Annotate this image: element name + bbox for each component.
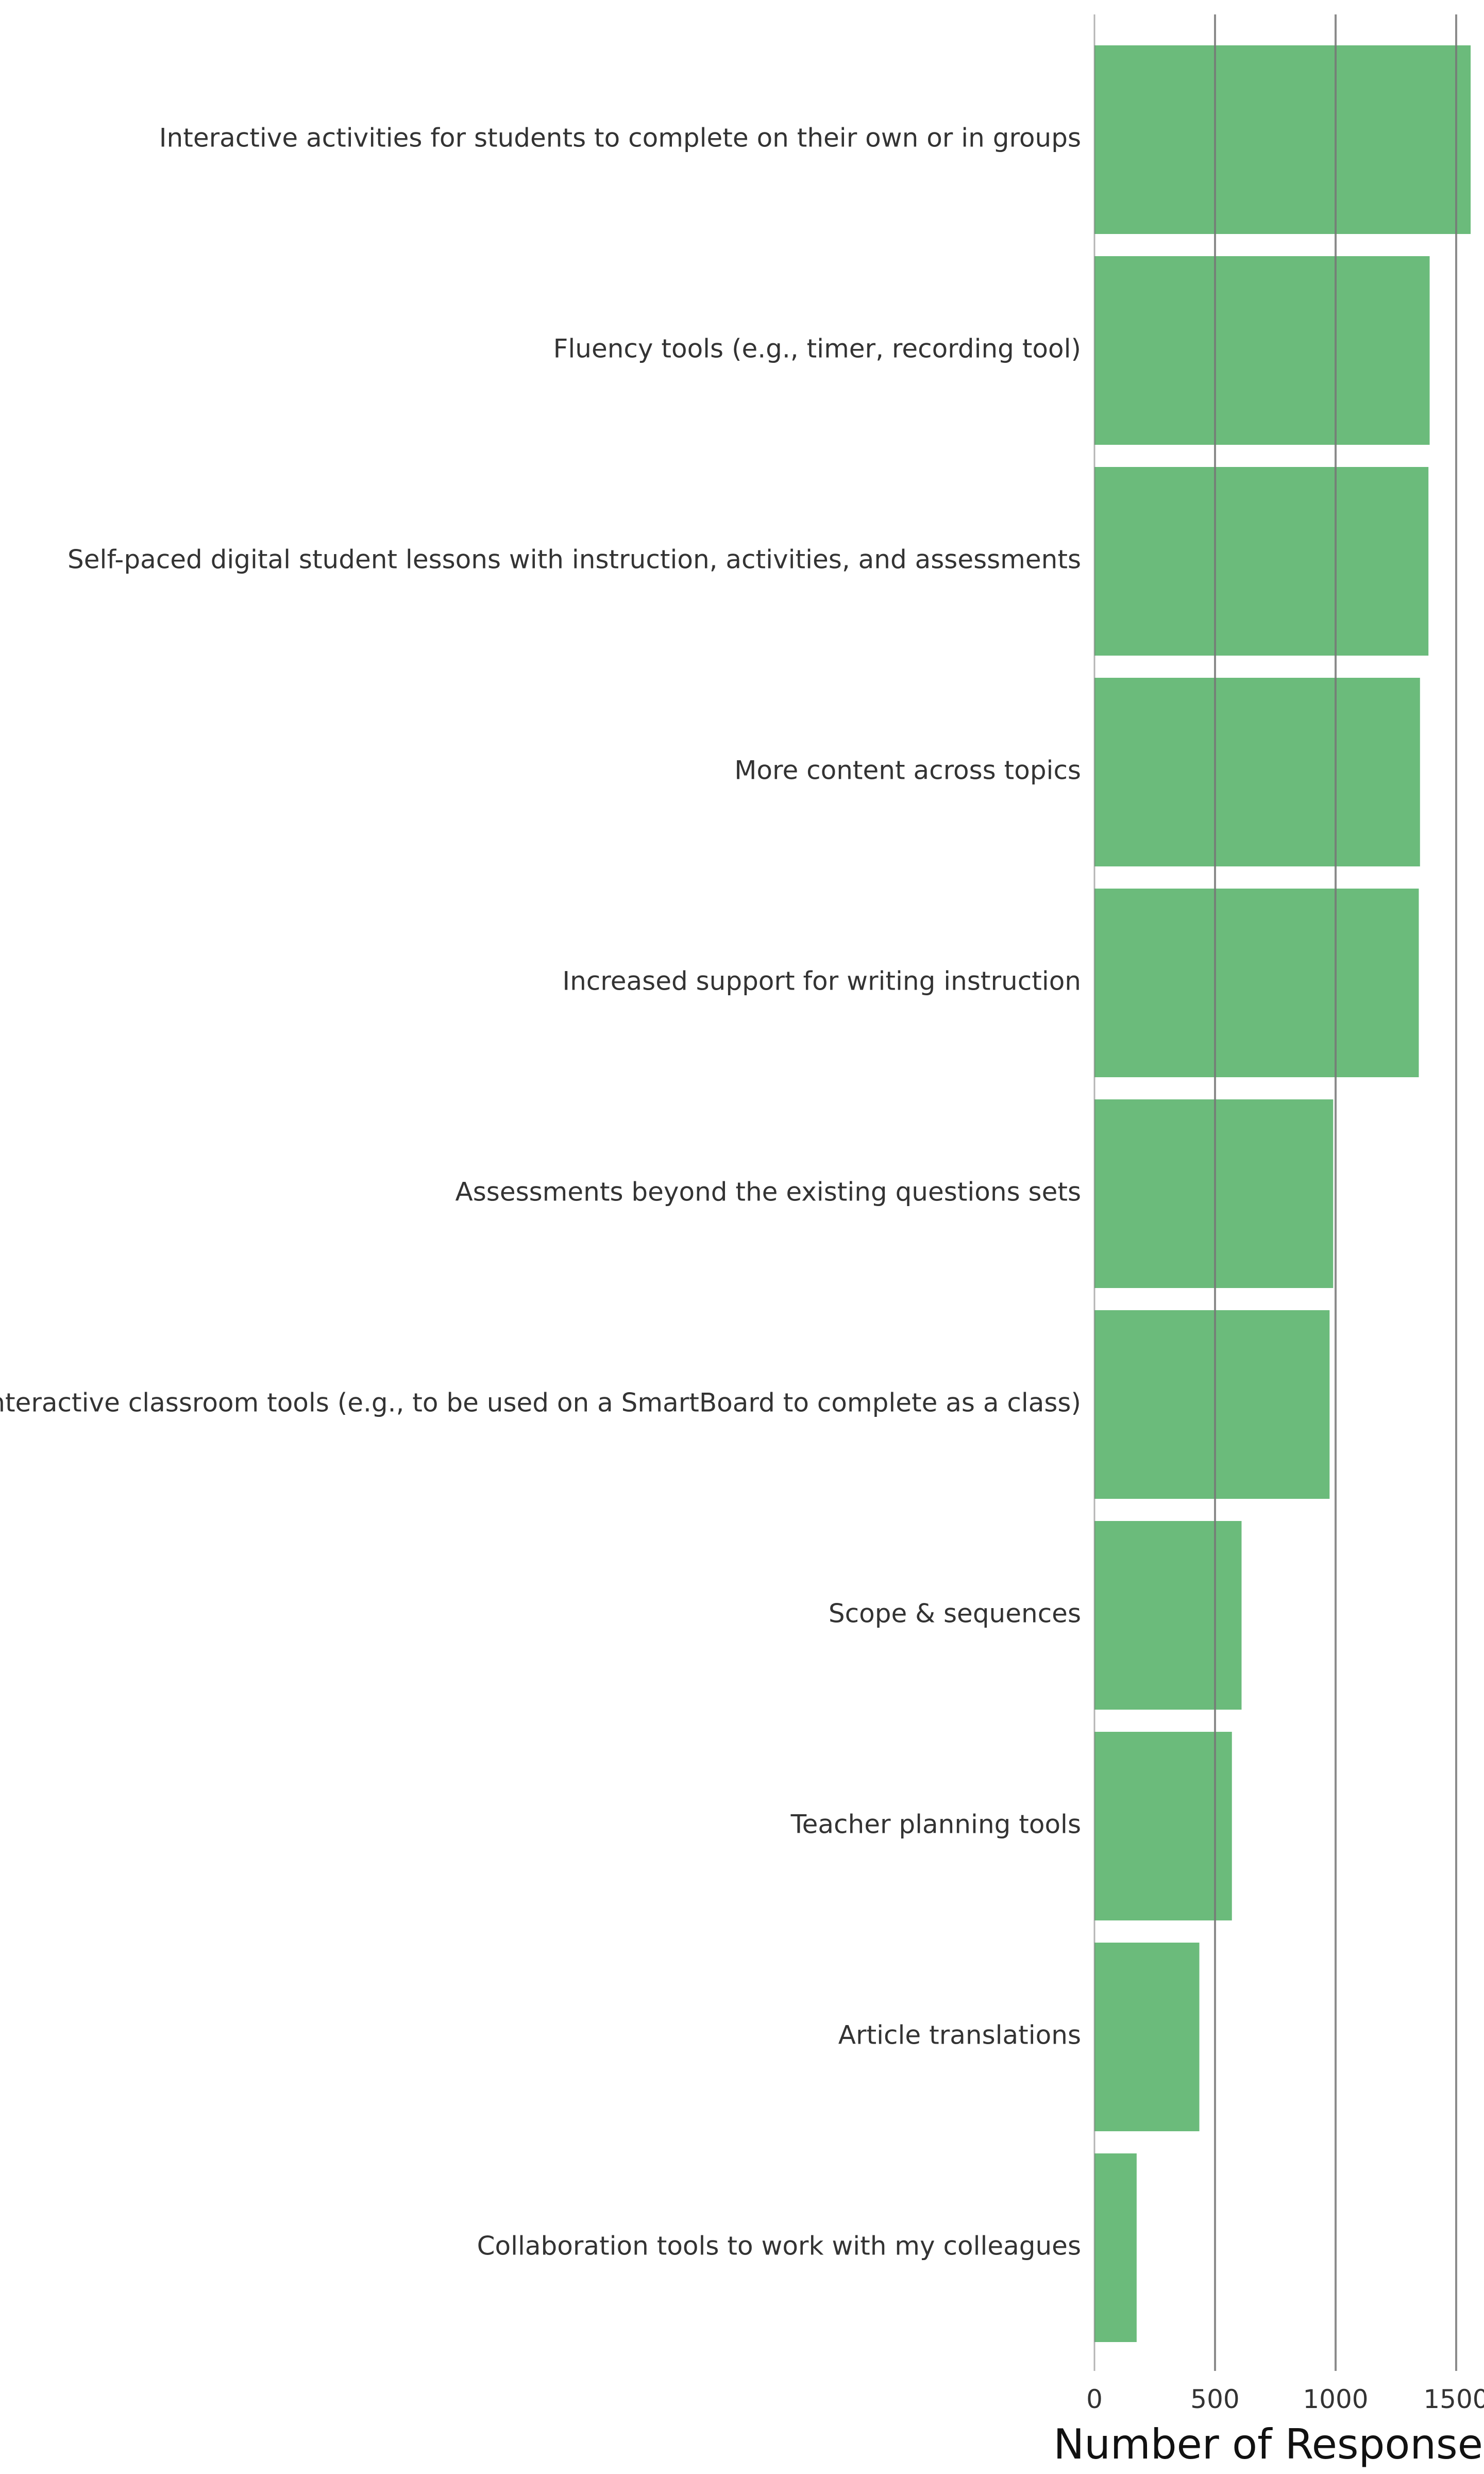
category-label-9: Teacher planning tools [790, 1810, 1081, 1840]
category-label-1: Interactive activities for students to c… [159, 123, 1081, 153]
x-axis-title: Number of Responses [1053, 2420, 1484, 2468]
category-label-11: Collaboration tools to work with my coll… [477, 2231, 1081, 2261]
bar-1 [1094, 45, 1471, 234]
bar-8 [1094, 1521, 1242, 1710]
bar-11 [1094, 2153, 1137, 2342]
bar-3 [1094, 467, 1429, 656]
x-tick-label-0: 0 [1086, 2384, 1103, 2414]
bar-6 [1094, 1099, 1334, 1288]
bars-layer [1094, 45, 1471, 2342]
category-label-7: Interactive classroom tools (e.g., to be… [0, 1388, 1081, 1418]
category-label-4: More content across topics [734, 756, 1081, 785]
x-tick-label-1000: 1000 [1303, 2384, 1368, 2414]
bar-5 [1094, 889, 1419, 1077]
category-label-5: Increased support for writing instructio… [562, 966, 1081, 996]
category-label-6: Assessments beyond the existing question… [456, 1177, 1081, 1207]
category-label-3: Self-paced digital student lessons with … [68, 545, 1081, 575]
category-label-2: Fluency tools (e.g., timer, recording to… [553, 334, 1081, 364]
x-tick-label-1500: 1500 [1423, 2384, 1484, 2414]
bar-10 [1094, 1943, 1200, 2131]
x-tick-labels-layer: 0 500 1000 1500 [1086, 2384, 1484, 2414]
category-labels-layer: Interactive activities for students to c… [0, 123, 1081, 2261]
x-tick-label-500: 500 [1190, 2384, 1239, 2414]
bar-2 [1094, 256, 1430, 445]
gridlines-layer [1093, 14, 1457, 2371]
bar-4 [1094, 678, 1420, 866]
category-label-10: Article translations [838, 2020, 1081, 2050]
bar-9 [1094, 1732, 1232, 1920]
category-label-8: Scope & sequences [829, 1599, 1081, 1629]
bar-7 [1094, 1310, 1330, 1499]
